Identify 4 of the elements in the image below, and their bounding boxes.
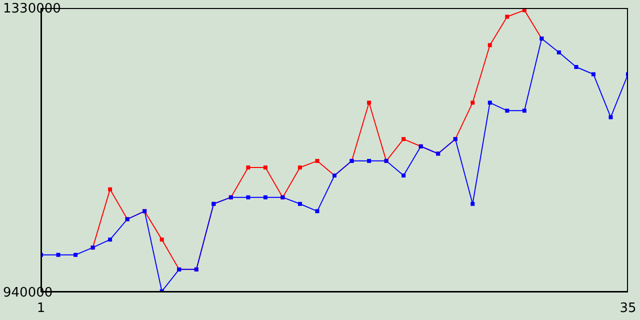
- y-tick-label: 1330000: [3, 2, 61, 16]
- x-tick-label: 35: [620, 301, 636, 316]
- x-tick-label: 1: [36, 301, 46, 316]
- y-tick-label: 940000: [3, 286, 53, 300]
